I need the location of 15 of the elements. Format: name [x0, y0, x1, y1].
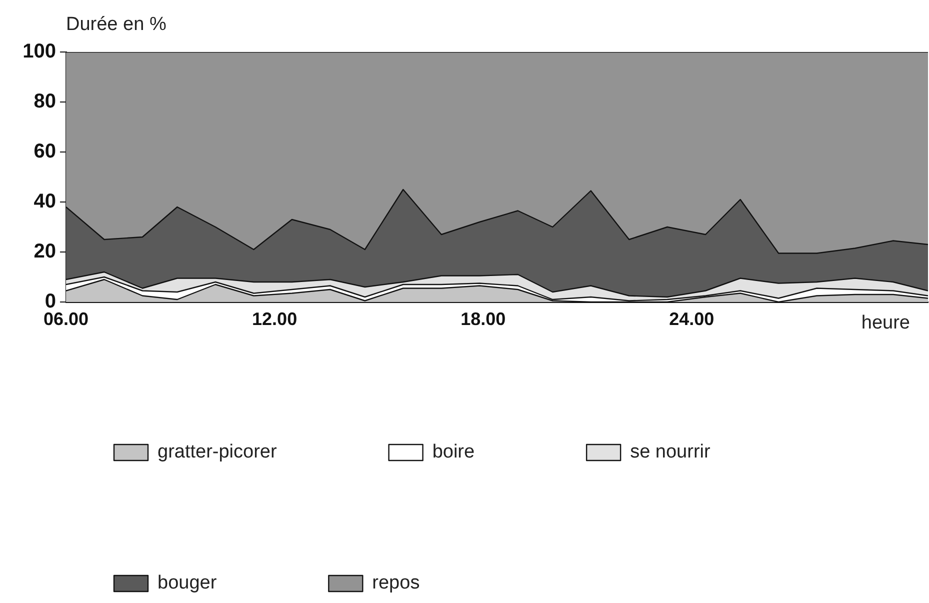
legend-label: gratter-picorer — [158, 442, 278, 463]
y-tick-label: 40 — [34, 190, 56, 213]
y-tick-label: 60 — [34, 140, 56, 163]
y-tick-label: 20 — [34, 240, 56, 263]
legend-label: boire — [432, 442, 475, 463]
legend-label: repos — [372, 572, 420, 594]
y-axis-title: Durée en % — [66, 14, 166, 35]
x-tick-label: 12.00 — [252, 308, 298, 329]
y-tick-label: 80 — [34, 90, 56, 113]
x-tick-label: 18.00 — [460, 308, 506, 329]
x-tick-label: 24.00 — [669, 308, 714, 329]
x-axis-title: heure — [861, 312, 910, 334]
y-tick-label: 100 — [22, 40, 56, 63]
legend-label: se nourrir — [630, 442, 711, 463]
legend-label: bouger — [158, 572, 218, 594]
